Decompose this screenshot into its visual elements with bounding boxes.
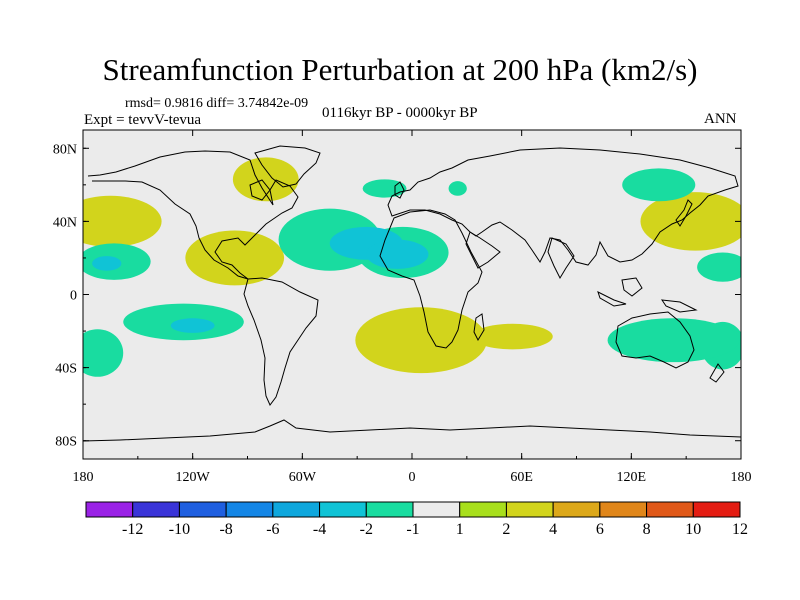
map-frame [82,129,742,460]
anomaly-subtropical-pacific-west [697,252,741,282]
colorbar-label: -12 [122,521,143,538]
coast-indonesia-2 [621,277,643,297]
coast-south-america [243,277,319,406]
map-axes: 80N 40N 0 40S 80S 180 120W 60W 0 60E 120E 180 [53,130,752,485]
colorbar-swatch [505,501,554,518]
anomaly-layer [83,157,741,377]
coast-uk [394,181,405,199]
anomaly-north-pacific-east [83,195,162,247]
anomaly-siberia-east [622,168,696,202]
anomaly-south-atlantic-core [412,332,442,348]
coast-arabia [465,231,501,269]
anomaly-norway-sea [362,179,407,198]
colorbar-swatch [225,501,274,518]
coast-new-guinea [660,299,698,313]
colorbar-swatch [319,501,367,518]
anomaly-south-pacific-east [700,321,741,370]
x-tick-label: 180 [731,470,752,485]
colorbar-swatch [85,501,134,518]
season-label: ANN [704,111,737,127]
y-tick-label: 40S [55,362,77,377]
colorbar-label: -1 [406,521,419,538]
anomaly-russia-small [448,181,467,196]
colorbar-label: 12 [732,521,748,538]
y-tick-label: 0 [70,289,77,304]
coast-indonesia-1 [597,291,627,307]
colorbar-swatch [178,501,227,518]
experiment-label: Expt = tevvV-tevua [84,112,202,128]
colorbar-swatch [365,501,414,518]
colorbar-label: 10 [685,521,701,538]
coastlines [83,145,741,442]
anomaly-north-pacific-east-core [83,210,131,237]
colorbar-label: -8 [219,521,232,538]
colorbar-swatch [272,501,321,518]
period-label: 0116kyr BP - 0000kyr BP [322,105,478,121]
colorbar: -12 -10 -8 -6 -4 -2 -1 1 2 4 6 8 10 12 [85,501,748,538]
anomaly-south-atlantic [355,307,487,374]
rmsd-label: rmsd= 0.9816 diff= 3.74842e-09 [125,96,309,111]
anomaly-north-pacific-west [640,192,741,251]
coast-japan [675,199,693,227]
x-tick-label: 60W [289,470,317,485]
colorbar-label: 1 [456,521,464,538]
colorbar-label: -6 [266,521,279,538]
anomaly-canada [232,157,299,202]
anomaly-subtropical-pacific-east [83,243,151,280]
anomaly-north-atlantic-ring [278,208,381,271]
anomaly-south-pacific-central-core [170,318,215,333]
colorbar-label: 8 [643,521,651,538]
y-tick-label: 80S [55,435,77,450]
colorbar-swatch [599,501,648,518]
coast-north-america [87,150,299,280]
colorbar-label: 2 [502,521,510,538]
coast-australia [615,311,695,369]
coast-india [547,237,575,280]
coast-hudson-bay [249,179,271,201]
coast-antarctica [83,419,741,442]
x-tick-label: 120E [617,470,647,485]
colorbar-swatch [646,501,694,518]
anomaly-south-pacific-west [83,329,124,377]
coast-madagascar [473,313,485,342]
colorbar-swatch [459,501,507,518]
map-background [83,130,741,459]
coast-new-zealand [709,363,725,383]
colorbar-label: -2 [360,521,373,538]
colorbar-swatch [692,501,741,518]
colorbar-label: 4 [549,521,557,538]
x-tick-label: 60E [510,470,533,485]
coast-greenland [254,145,321,188]
anomaly-mexico-gulf-core [201,252,239,271]
colorbar-label: 6 [596,521,604,538]
anomaly-north-africa-core [366,239,429,269]
anomaly-subtropical-pacific-east-core [92,256,122,271]
anomaly-australia-region [607,318,740,363]
anomaly-north-africa-ring [357,226,449,279]
plot-title: Streamfunction Perturbation at 200 hPa (… [102,52,698,87]
anomaly-mexico-gulf [185,230,285,286]
coast-africa [379,209,483,349]
x-tick-label: 180 [73,470,94,485]
colorbar-label: -10 [169,521,190,538]
colorbar-swatch [412,501,461,518]
y-tick-label: 80N [53,142,77,157]
x-tick-label: 120W [176,470,211,485]
coast-eurasia [387,147,739,266]
x-tick-label: 0 [409,470,416,485]
colorbar-swatch [132,501,180,518]
anomaly-north-atlantic-core [329,226,403,260]
y-tick-label: 40N [53,215,77,230]
anomaly-south-pacific-central [123,303,244,341]
anomaly-north-pacific-west-core [671,210,731,240]
colorbar-swatch [552,501,601,518]
colorbar-label: -4 [313,521,326,538]
anomaly-south-indian [472,323,553,350]
